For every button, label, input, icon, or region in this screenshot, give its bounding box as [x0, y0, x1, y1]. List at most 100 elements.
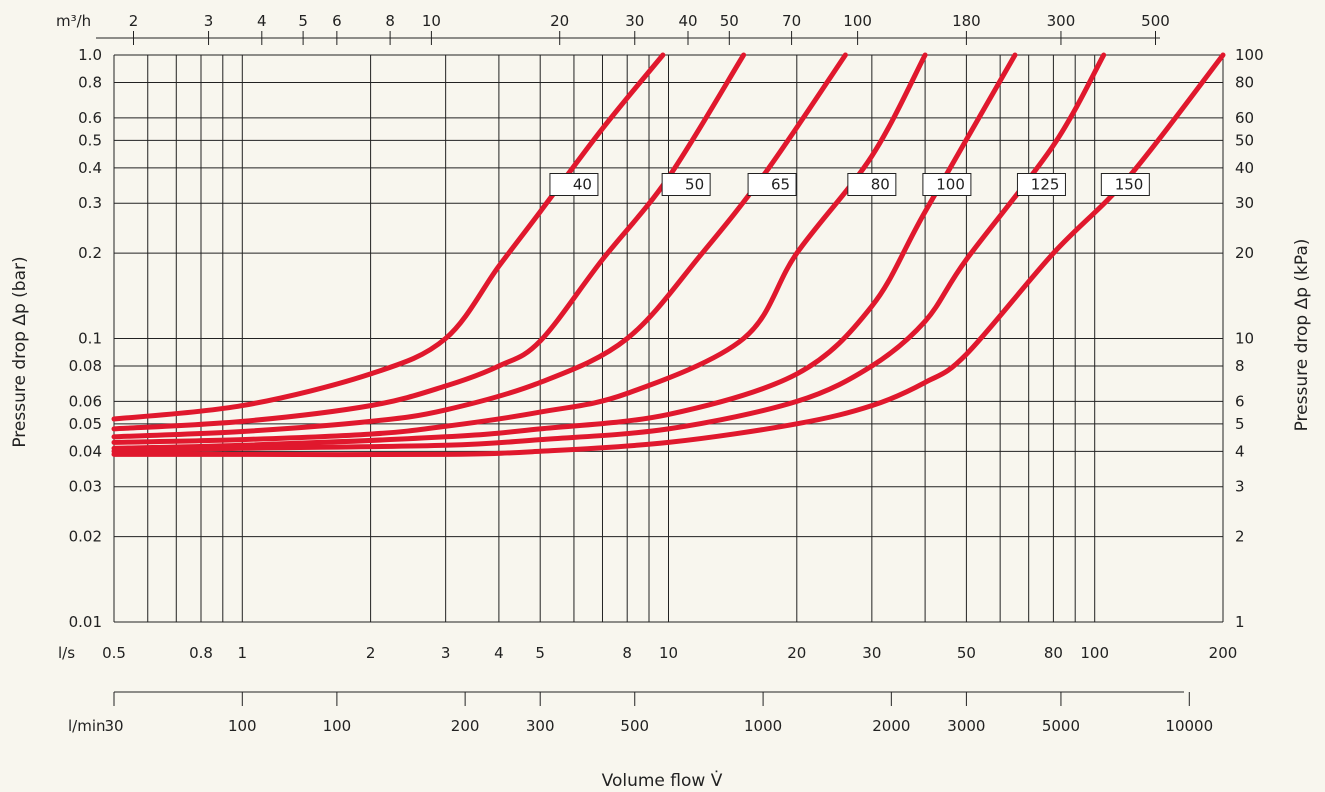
y-right-tick-label: 30 [1235, 194, 1254, 212]
top-axis-unit: m³/h [56, 12, 91, 30]
x-tick-label: 50 [957, 644, 976, 662]
x-tick-label: 3 [441, 644, 451, 662]
y-right-tick-label: 2 [1235, 528, 1245, 546]
y-right-tick-label: 50 [1235, 131, 1254, 149]
curve-label: 65 [771, 176, 790, 194]
top-tick-label: 4 [257, 12, 267, 30]
x-tick-label: 0.5 [102, 644, 126, 662]
curve-dn100 [111, 52, 1018, 451]
lmin-axis-unit: l/min [68, 717, 106, 735]
y-tick-label: 0.4 [78, 159, 102, 177]
y-tick-label: 0.08 [69, 357, 102, 375]
curve-label: 80 [871, 176, 890, 194]
top-tick-label: 10 [422, 12, 441, 30]
lmin-tick-label: 5000 [1042, 717, 1080, 735]
y-tick-label: 0.01 [69, 613, 102, 631]
y-tick-label: 0.6 [78, 109, 102, 127]
axes: 1.0 0.8 0.6 0.5 0.4 0.3 0.2 0.1 0.08 0.06 0.05 0.04… [69, 12, 1264, 735]
y-right-tick-label: 80 [1235, 73, 1254, 91]
y-right-tick-label: 20 [1235, 244, 1254, 262]
curve-dn40 [111, 52, 666, 422]
y-right-tick-label: 10 [1235, 330, 1254, 348]
x-tick-label: 80 [1044, 644, 1063, 662]
y-right-tick-label: 4 [1235, 442, 1245, 460]
x-tick-label: 100 [1080, 644, 1109, 662]
top-tick-label: 5 [298, 12, 308, 30]
x-tick-label: 200 [1209, 644, 1238, 662]
y-tick-label: 0.8 [78, 73, 102, 91]
lmin-tick-label: 100 [323, 717, 352, 735]
lmin-tick-label: 30 [104, 717, 123, 735]
y-right-tick-label: 40 [1235, 159, 1254, 177]
lmin-tick-label: 2000 [872, 717, 910, 735]
curve-labels: 40 50 65 80 100 125 150 [549, 173, 1150, 197]
x-tick-label: 20 [787, 644, 806, 662]
y-axis-title-left: Pressure drop Δp (bar) [10, 256, 30, 447]
y-right-tick-label: 5 [1235, 415, 1245, 433]
y-tick-label: 0.05 [69, 415, 102, 433]
x-tick-label: 4 [494, 644, 504, 662]
bottom-axis-unit: l/s [58, 644, 75, 662]
curve-label: 150 [1115, 176, 1144, 194]
y-tick-label: 0.3 [78, 194, 102, 212]
y-tick-label: 0.02 [69, 528, 102, 546]
y-right-tick-label: 3 [1235, 478, 1245, 496]
y-tick-label: 0.1 [78, 330, 102, 348]
y-tick-label: 0.04 [69, 442, 102, 460]
curve-label: 40 [573, 176, 592, 194]
curve-label-box [549, 173, 599, 197]
curve-label-box [847, 173, 897, 197]
curve-label-box [1016, 173, 1066, 197]
curve-dn65 [111, 52, 848, 440]
x-tick-label: 8 [622, 644, 632, 662]
curves [111, 52, 1226, 458]
x-tick-label: 5 [535, 644, 545, 662]
y-tick-label: 1.0 [78, 46, 102, 64]
top-tick-label: 40 [678, 12, 697, 30]
curve-label-box [922, 173, 972, 197]
top-tick-label: 20 [550, 12, 569, 30]
y-tick-label: 0.2 [78, 244, 102, 262]
lmin-tick-label: 500 [620, 717, 649, 735]
curve-dn150 [111, 52, 1226, 458]
top-tick-label: 500 [1141, 12, 1170, 30]
curve-label-box [747, 173, 797, 197]
curve-label-box [661, 173, 711, 197]
top-tick-label: 6 [332, 12, 342, 30]
curve-label: 50 [685, 176, 704, 194]
top-tick-label: 3 [204, 12, 214, 30]
y-right-tick-label: 1 [1235, 613, 1245, 631]
lmin-tick-label: 100 [228, 717, 257, 735]
y-right-tick-label: 8 [1235, 357, 1245, 375]
top-tick-label: 8 [385, 12, 395, 30]
y-right-tick-label: 100 [1235, 46, 1264, 64]
curve-dn125 [111, 52, 1107, 454]
y-right-tick-label: 60 [1235, 109, 1254, 127]
lmin-tick-label: 3000 [947, 717, 985, 735]
x-axis-title: Volume flow V̇ [602, 770, 723, 791]
top-tick-label: 70 [782, 12, 801, 30]
x-tick-label: 1 [238, 644, 248, 662]
top-tick-label: 180 [952, 12, 981, 30]
top-tick-label: 300 [1047, 12, 1076, 30]
curve-dn80 [111, 52, 928, 445]
lmin-tick-label: 200 [451, 717, 480, 735]
y-tick-label: 0.03 [69, 478, 102, 496]
curve-dn50 [111, 52, 747, 432]
top-tick-label: 50 [720, 12, 739, 30]
x-tick-label: 10 [659, 644, 678, 662]
top-tick-label: 2 [129, 12, 139, 30]
y-right-tick-label: 6 [1235, 392, 1245, 410]
x-tick-label: 0.8 [189, 644, 213, 662]
curve-label: 125 [1031, 176, 1060, 194]
top-tick-label: 30 [625, 12, 644, 30]
top-tick-label: 100 [843, 12, 872, 30]
curve-label-box [1100, 173, 1150, 197]
lmin-tick-label: 1000 [744, 717, 782, 735]
grid [113, 54, 1224, 623]
x-tick-label: 30 [862, 644, 881, 662]
curve-label: 100 [936, 176, 965, 194]
y-tick-label: 0.06 [69, 392, 102, 410]
y-axis-title-right: Pressure drop Δp (kPa) [1292, 239, 1312, 432]
